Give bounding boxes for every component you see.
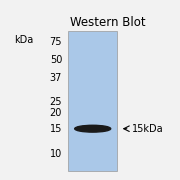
Text: 10: 10 (50, 149, 62, 159)
Ellipse shape (75, 125, 111, 132)
Bar (68, 31, 117, 171)
Text: 15kDa: 15kDa (132, 124, 164, 134)
Text: kDa: kDa (14, 35, 34, 45)
Text: 20: 20 (50, 107, 62, 118)
Text: 25: 25 (50, 97, 62, 107)
Text: 75: 75 (50, 37, 62, 47)
Text: 37: 37 (50, 73, 62, 83)
Text: 15: 15 (50, 124, 62, 134)
Text: 50: 50 (50, 55, 62, 65)
Text: Western Blot: Western Blot (70, 16, 146, 29)
